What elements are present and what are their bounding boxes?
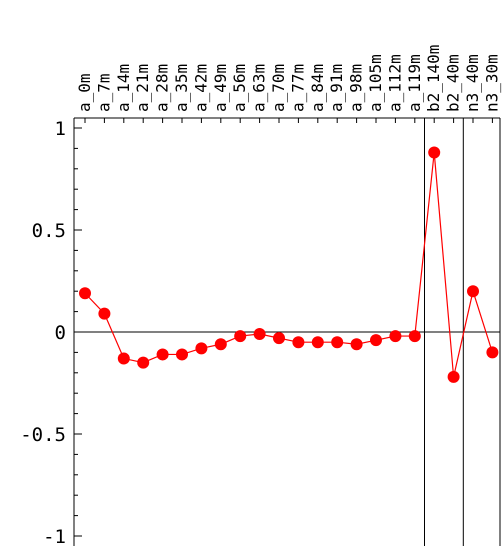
x-category-label: a_105m [366,54,385,112]
y-tick-labels: 1 0.5 0 -0.5 -1 [20,118,66,546]
x-tick-labels: a_0m a_7m a_14m a_21m a_28m a_35m a_42m a_49m a_… [75,45,501,112]
x-category-label: a_28m [153,64,172,112]
x-category-label: a_49m [211,64,230,112]
data-point [428,146,441,159]
x-category-label: a_7m [94,73,113,112]
x-category-label: a_21m [133,64,152,112]
data-point [273,332,285,345]
data-point [195,342,208,355]
x-category-label: a_42m [191,64,210,112]
data-point [79,287,91,300]
x-category-label: a_35m [172,64,191,112]
x-category-label: a_112m [385,54,404,112]
x-category-label: a_119m [405,54,424,112]
x-category-label: b2_40m [444,54,463,112]
data-point [253,328,266,341]
series-line [79,146,499,383]
x-category-label: a_98m [347,64,366,112]
x-category-label: b2_140m [424,45,443,112]
y-tick-label: 1 [55,118,66,140]
y-tick-label: 0 [55,322,66,344]
x-category-label: a_0m [75,73,94,112]
x-category-label: a_56m [230,64,249,112]
x-category-label: a_63m [250,64,269,112]
x-category-label: a_70m [269,64,288,112]
x-category-label: a_77m [288,64,307,112]
data-point [331,336,344,349]
data-point [156,348,169,361]
data-point [292,336,305,349]
data-point [311,336,324,349]
data-point [447,370,460,383]
data-point [117,352,130,365]
x-category-label: n3_40m [463,54,482,112]
series-polyline [84,152,493,378]
data-point [389,330,402,343]
x-category-label: a_91m [327,64,346,112]
data-point [370,334,382,347]
data-point [214,338,227,351]
data-point [350,338,363,351]
y-tick-label: 0.5 [32,220,66,242]
axes [73,117,501,546]
data-point [137,356,150,369]
data-point [176,348,188,361]
x-category-label: a_84m [308,64,327,112]
x-category-label: a_14m [114,64,133,112]
data-point [408,330,421,343]
data-point [98,307,111,320]
data-point [486,346,499,359]
y-tick-label: -1 [43,526,66,546]
y-tick-label: -0.5 [20,424,66,446]
x-category-label: n3_30m [482,54,501,112]
data-point [234,330,247,343]
data-point [467,285,479,298]
